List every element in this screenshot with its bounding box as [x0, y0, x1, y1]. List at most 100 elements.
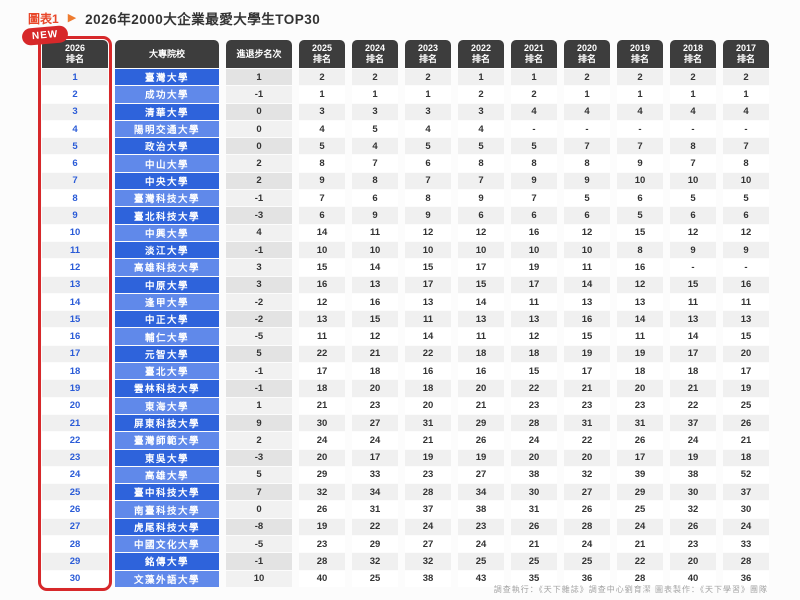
rank-cell: 22 [42, 432, 108, 449]
rank-cell: 20 [42, 397, 108, 414]
rank-cell: 3 [42, 103, 108, 120]
year-cell: 28 [299, 553, 345, 570]
year-cell: 6 [564, 207, 610, 224]
col-header-2022排名: 2022 排名 [458, 40, 504, 68]
year-cell: 31 [352, 501, 398, 518]
year-cell: 21 [458, 397, 504, 414]
year-cell: 6 [670, 207, 716, 224]
university-cell: 中原大學 [115, 276, 219, 293]
year-cell: 32 [670, 501, 716, 518]
col-header-2023排名: 2023 排名 [405, 40, 451, 68]
year-cell: 8 [723, 155, 769, 172]
year-cell: 13 [352, 276, 398, 293]
change-cell: 10 [226, 570, 292, 587]
year-cell: 12 [405, 224, 451, 241]
year-cell: 23 [617, 397, 663, 414]
year-cell: 11 [564, 259, 610, 276]
year-cell: 28 [564, 518, 610, 536]
change-cell: 0 [226, 138, 292, 155]
change-cell: 7 [226, 484, 292, 501]
year-cell: 40 [670, 570, 716, 587]
year-cell: 16 [405, 363, 451, 380]
year-cell: 23 [670, 536, 716, 553]
year-cell: 18 [723, 449, 769, 466]
change-cell: 1 [226, 69, 292, 86]
year-cell: 18 [617, 363, 663, 380]
change-cell: 0 [226, 501, 292, 518]
rank-cell: 26 [42, 501, 108, 518]
university-cell: 臺中科技大學 [115, 484, 219, 501]
change-cell: -2 [226, 293, 292, 311]
year-cell: 16 [458, 363, 504, 380]
year-cell: 22 [511, 380, 557, 397]
rank-cell: 13 [42, 276, 108, 293]
year-cell: 9 [511, 172, 557, 190]
year-cell: 4 [511, 103, 557, 120]
year-cell: 27 [405, 536, 451, 553]
change-cell: 0 [226, 120, 292, 138]
year-cell: 14 [299, 224, 345, 241]
year-cell: 14 [670, 328, 716, 345]
rank-cell: 19 [42, 380, 108, 397]
year-cell: 18 [352, 363, 398, 380]
change-cell: 9 [226, 414, 292, 432]
year-cell: 39 [617, 466, 663, 484]
year-cell: 17 [299, 363, 345, 380]
year-cell: 31 [405, 414, 451, 432]
year-cell: 30 [299, 414, 345, 432]
year-cell: 16 [617, 259, 663, 276]
change-cell: -1 [226, 241, 292, 259]
col-header-2026排名: 2026 排名 [42, 40, 108, 68]
university-cell: 東吳大學 [115, 449, 219, 466]
change-cell: -5 [226, 536, 292, 553]
year-cell: 17 [458, 259, 504, 276]
year-cell: 1 [670, 86, 716, 103]
year-cell: 15 [617, 224, 663, 241]
year-cell: 22 [299, 345, 345, 363]
rank-cell: 7 [42, 172, 108, 190]
ranking-table: 2026 排名 大專院校 進退步名次 2025 排名 2024 排名 2023 排名 2022 排名 2… [38, 36, 769, 591]
year-cell: 19 [511, 259, 557, 276]
year-cell: 37 [723, 484, 769, 501]
university-cell: 清華大學 [115, 103, 219, 120]
year-cell: 7 [617, 138, 663, 155]
year-cell: 1 [511, 69, 557, 86]
year-cell: 21 [617, 536, 663, 553]
university-cell: 臺灣師範大學 [115, 432, 219, 449]
year-cell: 8 [564, 155, 610, 172]
rank-cell: 15 [42, 311, 108, 328]
year-cell: 8 [617, 241, 663, 259]
year-cell: 15 [352, 311, 398, 328]
year-cell: 9 [352, 207, 398, 224]
university-cell: 中國文化大學 [115, 536, 219, 553]
year-cell: 25 [352, 570, 398, 587]
year-cell: 18 [299, 380, 345, 397]
year-cell: 21 [511, 536, 557, 553]
year-cell: 24 [405, 518, 451, 536]
year-cell: 26 [723, 414, 769, 432]
year-cell: 29 [299, 466, 345, 484]
year-cell: 24 [299, 432, 345, 449]
year-cell: 19 [458, 449, 504, 466]
year-cell: 2 [458, 86, 504, 103]
year-cell: 5 [405, 138, 451, 155]
year-cell: 8 [670, 138, 716, 155]
year-cell: 6 [352, 190, 398, 207]
year-cell: 28 [617, 570, 663, 587]
year-cell: 33 [352, 466, 398, 484]
year-cell: 5 [299, 138, 345, 155]
year-cell: 22 [564, 432, 610, 449]
year-cell: 12 [617, 276, 663, 293]
rank-cell: 25 [42, 484, 108, 501]
year-cell: 4 [352, 138, 398, 155]
year-cell: 30 [670, 484, 716, 501]
university-cell: 虎尾科技大學 [115, 518, 219, 536]
credit-text: 調查執行：《天下雜誌》調查中心劉育潔 圖表製作：《天下學習》團隊 [493, 585, 768, 594]
year-cell: 24 [458, 536, 504, 553]
year-cell: 12 [299, 293, 345, 311]
year-cell: - [723, 120, 769, 138]
year-cell: 8 [458, 155, 504, 172]
rank-cell: 12 [42, 259, 108, 276]
year-cell: 20 [405, 397, 451, 414]
year-cell: 25 [458, 553, 504, 570]
